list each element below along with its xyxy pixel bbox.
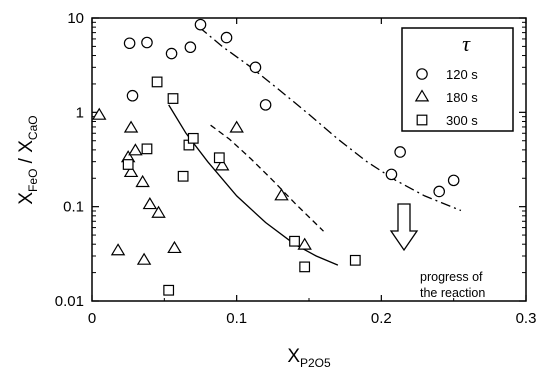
square-point <box>213 152 225 164</box>
y-tick-label: 10 <box>67 10 84 27</box>
y-axis-label: XFeO / XCaO <box>16 115 40 204</box>
square-point <box>167 93 179 104</box>
triangle-point <box>214 158 230 171</box>
square-point <box>187 132 199 144</box>
square-point <box>122 159 134 170</box>
axis-ticks <box>91 17 527 302</box>
reaction-annotation: progress of the reaction <box>389 203 485 300</box>
down-arrow-icon <box>389 203 419 252</box>
circle-point <box>194 18 207 31</box>
circle-point <box>394 146 406 158</box>
circle-point <box>447 174 460 187</box>
y-tick-label: 0.1 <box>63 199 84 216</box>
square-point <box>289 235 300 247</box>
x-tick-label: 0.2 <box>371 310 392 327</box>
triangle-point <box>135 174 150 188</box>
triangle-point <box>92 107 107 120</box>
triangle-point <box>297 237 312 250</box>
y-tick-label: 0.01 <box>55 293 84 310</box>
x-axis-label: XP2O5 <box>287 346 331 370</box>
annotation-line-1: progress of <box>420 270 483 284</box>
triangle-point <box>110 243 126 256</box>
circle-point <box>141 36 153 49</box>
legend-entries: 120 s 180 s 300 s <box>414 67 478 128</box>
legend-title: τ <box>462 31 471 56</box>
triangle-point <box>151 205 166 218</box>
data-points <box>92 18 460 296</box>
circle-point <box>385 168 398 181</box>
square-point <box>151 76 163 88</box>
x-tick-label: 0.3 <box>516 310 537 327</box>
triangle-point <box>136 252 152 265</box>
triangle-point <box>274 188 289 201</box>
triangle-point <box>167 240 182 254</box>
square-point <box>163 284 175 296</box>
dashed-curve <box>210 124 324 232</box>
triangle-point <box>123 164 139 178</box>
triangle-point <box>142 196 158 210</box>
triangle-point <box>229 120 244 133</box>
y-tick-label: 1 <box>76 104 84 121</box>
circle-point <box>123 37 136 50</box>
legend-label: 300 s <box>446 113 478 128</box>
x-tick-label: 0.1 <box>226 310 247 327</box>
circle-point <box>165 47 178 60</box>
circle-point <box>259 99 272 111</box>
circle-point <box>433 185 445 198</box>
solid-curve <box>168 104 339 266</box>
legend-triangle-marker <box>414 89 430 102</box>
triangle-point <box>123 120 139 133</box>
tick-labels: 0 0.1 0.2 0.3 0.01 0.1 1 10 <box>55 10 537 327</box>
legend-label: 180 s <box>446 90 478 105</box>
annotation-line-2: the reaction <box>420 286 485 300</box>
square-point <box>141 143 153 155</box>
x-tick-label: 0 <box>88 310 96 327</box>
legend-circle-marker <box>416 68 428 80</box>
circle-point <box>220 31 233 44</box>
square-point <box>177 170 189 182</box>
legend-label: 120 s <box>446 67 478 82</box>
triangle-point <box>128 143 143 156</box>
legend-square-marker <box>416 114 428 126</box>
square-point <box>349 254 361 266</box>
dash-dot-curve <box>198 26 462 212</box>
square-point <box>299 261 311 273</box>
circle-point <box>126 89 139 102</box>
circle-point <box>249 61 262 74</box>
legend: τ 120 s 180 s 300 s <box>401 27 514 132</box>
circle-point <box>184 41 197 54</box>
